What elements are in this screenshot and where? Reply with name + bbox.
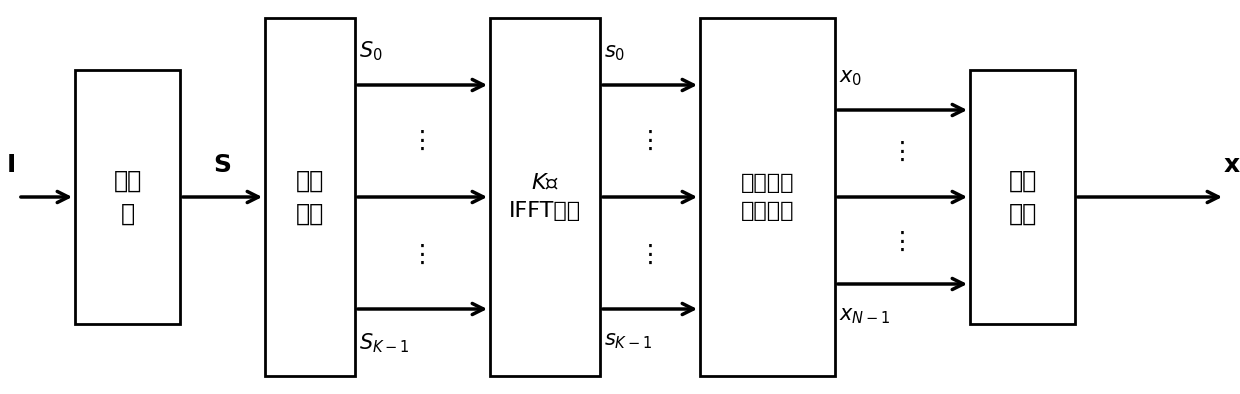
Text: $s_0$: $s_0$	[604, 43, 625, 63]
Text: ⋮: ⋮	[889, 140, 915, 164]
Text: 并串
转换: 并串 转换	[1008, 168, 1037, 226]
Text: ⋮: ⋮	[409, 243, 434, 267]
Bar	[74, 70, 180, 324]
Bar	[490, 18, 600, 376]
Text: $S_{K-1}$: $S_{K-1}$	[360, 331, 409, 355]
Text: ⋮: ⋮	[889, 230, 915, 254]
Bar	[701, 18, 835, 376]
Text: 调制
器: 调制 器	[113, 168, 141, 226]
Text: ⋮: ⋮	[409, 129, 434, 153]
Bar	[265, 18, 355, 376]
Text: ⋮: ⋮	[637, 243, 662, 267]
Text: $\mathbf{S}$: $\mathbf{S}$	[213, 153, 231, 177]
Text: 串并
转换: 串并 转换	[296, 168, 324, 226]
Text: $x_{N-1}$: $x_{N-1}$	[839, 306, 890, 326]
Bar	[970, 70, 1075, 324]
Text: $K$点
IFFT变换: $K$点 IFFT变换	[508, 173, 582, 221]
Text: $s_{K-1}$: $s_{K-1}$	[604, 331, 652, 351]
Text: $\mathbf{I}$: $\mathbf{I}$	[5, 153, 15, 177]
Text: $x_0$: $x_0$	[839, 68, 862, 88]
Text: 安全矩阵
随机截短: 安全矩阵 随机截短	[740, 173, 795, 221]
Text: ⋮: ⋮	[637, 129, 662, 153]
Text: $S_0$: $S_0$	[360, 39, 383, 63]
Text: $\mathbf{x}$: $\mathbf{x}$	[1223, 153, 1240, 177]
